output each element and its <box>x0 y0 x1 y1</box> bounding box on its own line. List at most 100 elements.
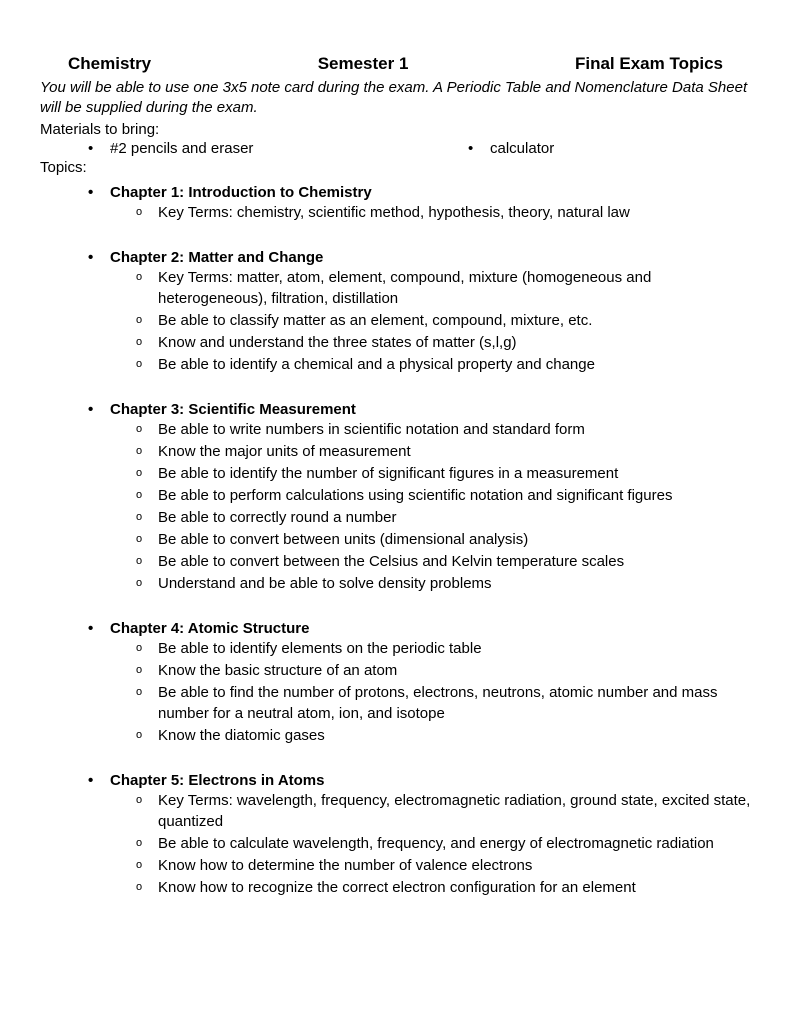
materials-row: • #2 pencils and eraser • calculator <box>40 140 751 157</box>
bullet-icon: • <box>468 140 490 157</box>
sub-item-text: Know how to determine the number of vale… <box>158 855 751 876</box>
chapter-title: Chapter 3: Scientific Measurement <box>110 401 356 418</box>
sub-item: oBe able to correctly round a number <box>136 507 751 528</box>
sub-item-text: Be able to classify matter as an element… <box>158 310 751 331</box>
section-gap <box>40 746 751 764</box>
materials-left: • #2 pencils and eraser <box>40 140 408 157</box>
sub-item-text: Be able to calculate wavelength, frequen… <box>158 833 751 854</box>
bullet-icon: • <box>88 620 110 637</box>
chapter-title-row: •Chapter 3: Scientific Measurement <box>40 401 751 418</box>
bullet-icon: • <box>88 772 110 789</box>
materials-left-text: #2 pencils and eraser <box>110 140 253 157</box>
circle-bullet-icon: o <box>136 638 158 658</box>
sub-item: oBe able to identify elements on the per… <box>136 638 751 659</box>
materials-right: • calculator <box>408 140 554 157</box>
circle-bullet-icon: o <box>136 833 158 853</box>
section-gap <box>40 594 751 612</box>
sub-item: oKey Terms: wavelength, frequency, elect… <box>136 790 751 832</box>
bullet-icon: • <box>88 249 110 266</box>
circle-bullet-icon: o <box>136 855 158 875</box>
circle-bullet-icon: o <box>136 877 158 897</box>
circle-bullet-icon: o <box>136 202 158 222</box>
circle-bullet-icon: o <box>136 354 158 374</box>
sub-item-text: Key Terms: matter, atom, element, compou… <box>158 267 751 309</box>
sub-item-text: Be able to write numbers in scientific n… <box>158 419 751 440</box>
sub-item-text: Key Terms: chemistry, scientific method,… <box>158 202 751 223</box>
sub-item-text: Be able to find the number of protons, e… <box>158 682 751 724</box>
sub-item: oBe able to find the number of protons, … <box>136 682 751 724</box>
circle-bullet-icon: o <box>136 485 158 505</box>
sub-item-text: Know the basic structure of an atom <box>158 660 751 681</box>
materials-right-text: calculator <box>490 140 554 157</box>
circle-bullet-icon: o <box>136 725 158 745</box>
chapter-block: •Chapter 4: Atomic StructureoBe able to … <box>40 620 751 746</box>
chapter-title: Chapter 5: Electrons in Atoms <box>110 772 324 789</box>
header-row: Chemistry Semester 1 Final Exam Topics <box>40 54 751 74</box>
sub-item: oBe able to write numbers in scientific … <box>136 419 751 440</box>
sub-item: oKnow and understand the three states of… <box>136 332 751 353</box>
sub-item: oBe able to classify matter as an elemen… <box>136 310 751 331</box>
circle-bullet-icon: o <box>136 682 158 702</box>
chapter-title-row: •Chapter 5: Electrons in Atoms <box>40 772 751 789</box>
topics-label: Topics: <box>40 159 751 176</box>
chapter-block: •Chapter 3: Scientific MeasurementoBe ab… <box>40 401 751 594</box>
sub-item-text: Know and understand the three states of … <box>158 332 751 353</box>
chapter-title-row: •Chapter 1: Introduction to Chemistry <box>40 184 751 201</box>
circle-bullet-icon: o <box>136 310 158 330</box>
chapter-title: Chapter 2: Matter and Change <box>110 249 323 266</box>
sub-item: oKnow how to recognize the correct elect… <box>136 877 751 898</box>
sub-item-text: Be able to perform calculations using sc… <box>158 485 751 506</box>
sub-item-text: Understand and be able to solve density … <box>158 573 751 594</box>
circle-bullet-icon: o <box>136 463 158 483</box>
chapter-title-row: •Chapter 4: Atomic Structure <box>40 620 751 637</box>
sub-item: oBe able to convert between the Celsius … <box>136 551 751 572</box>
circle-bullet-icon: o <box>136 267 158 287</box>
sub-item-text: Key Terms: wavelength, frequency, electr… <box>158 790 751 832</box>
bullet-icon: • <box>88 184 110 201</box>
section-gap <box>40 375 751 393</box>
sub-item: oKnow the basic structure of an atom <box>136 660 751 681</box>
circle-bullet-icon: o <box>136 441 158 461</box>
sub-item-text: Be able to identify a chemical and a phy… <box>158 354 751 375</box>
bullet-icon: • <box>88 401 110 418</box>
chapter-title: Chapter 1: Introduction to Chemistry <box>110 184 372 201</box>
sub-item-text: Be able to identify elements on the peri… <box>158 638 751 659</box>
chapter-title: Chapter 4: Atomic Structure <box>110 620 309 637</box>
sub-item: oKnow the diatomic gases <box>136 725 751 746</box>
circle-bullet-icon: o <box>136 332 158 352</box>
chapter-block: •Chapter 2: Matter and ChangeoKey Terms:… <box>40 249 751 375</box>
circle-bullet-icon: o <box>136 660 158 680</box>
sub-item: oKnow how to determine the number of val… <box>136 855 751 876</box>
sub-item-text: Know the major units of measurement <box>158 441 751 462</box>
sub-list: oKey Terms: wavelength, frequency, elect… <box>40 790 751 898</box>
sub-item: oKnow the major units of measurement <box>136 441 751 462</box>
chapter-block: •Chapter 1: Introduction to ChemistryoKe… <box>40 184 751 223</box>
sub-item-text: Be able to identify the number of signif… <box>158 463 751 484</box>
section-gap <box>40 223 751 241</box>
sub-item-text: Know how to recognize the correct electr… <box>158 877 751 898</box>
sub-item: oBe able to identify a chemical and a ph… <box>136 354 751 375</box>
circle-bullet-icon: o <box>136 573 158 593</box>
sub-item-text: Be able to convert between units (dimens… <box>158 529 751 550</box>
circle-bullet-icon: o <box>136 529 158 549</box>
sub-list: oKey Terms: chemistry, scientific method… <box>40 202 751 223</box>
sub-item-text: Be able to convert between the Celsius a… <box>158 551 751 572</box>
sub-item-text: Know the diatomic gases <box>158 725 751 746</box>
header-center: Semester 1 <box>318 54 409 74</box>
circle-bullet-icon: o <box>136 790 158 810</box>
circle-bullet-icon: o <box>136 507 158 527</box>
sub-item: oBe able to identify the number of signi… <box>136 463 751 484</box>
sub-item: oBe able to calculate wavelength, freque… <box>136 833 751 854</box>
sub-list: oBe able to write numbers in scientific … <box>40 419 751 594</box>
sub-item: oKey Terms: matter, atom, element, compo… <box>136 267 751 309</box>
chapter-block: •Chapter 5: Electrons in AtomsoKey Terms… <box>40 772 751 898</box>
sub-item: oKey Terms: chemistry, scientific method… <box>136 202 751 223</box>
circle-bullet-icon: o <box>136 551 158 571</box>
chapter-title-row: •Chapter 2: Matter and Change <box>40 249 751 266</box>
circle-bullet-icon: o <box>136 419 158 439</box>
materials-label: Materials to bring: <box>40 121 751 138</box>
header-left: Chemistry <box>68 54 151 74</box>
bullet-icon: • <box>88 140 110 157</box>
sub-item: oUnderstand and be able to solve density… <box>136 573 751 594</box>
sub-item: oBe able to perform calculations using s… <box>136 485 751 506</box>
